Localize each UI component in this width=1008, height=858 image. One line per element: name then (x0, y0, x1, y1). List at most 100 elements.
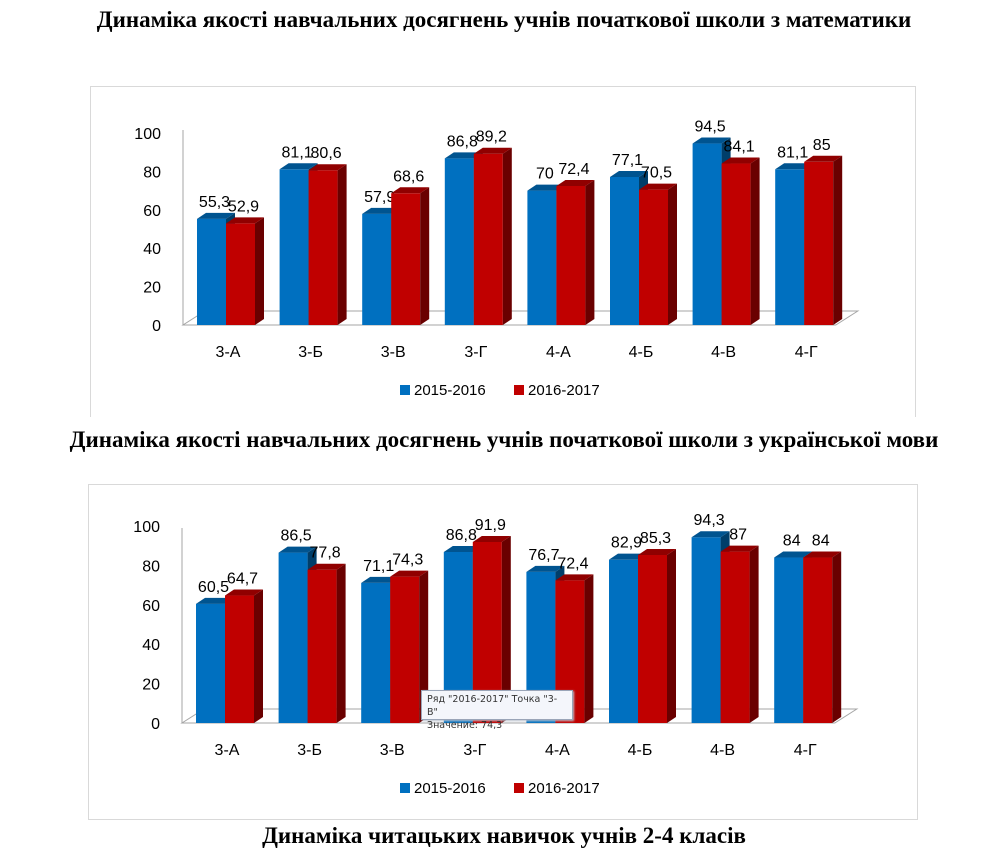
data-label: 76,7 (528, 547, 559, 564)
bar-top (555, 574, 594, 581)
bar-top (527, 184, 566, 191)
bar-top (391, 187, 430, 194)
bar-front (473, 153, 503, 325)
bar-4-А-2016-2017 (555, 574, 594, 723)
bar-3-Б-2016-2017 (308, 164, 347, 325)
data-label: 91,9 (475, 517, 506, 534)
data-label: 81,1 (777, 144, 808, 161)
bar-front (639, 189, 668, 325)
legend-swatch (514, 385, 524, 395)
data-label: 72,4 (557, 555, 588, 572)
bar-side (336, 563, 346, 723)
data-label: 52,9 (228, 198, 259, 215)
bar-4-В-2016-2017 (720, 545, 759, 723)
data-label: 77,8 (310, 545, 341, 562)
y-tick-label: 40 (143, 241, 161, 258)
x-tick-label: 3-Г (463, 742, 486, 759)
bar-top (361, 576, 400, 583)
bar-side (337, 164, 347, 325)
data-label: 60,5 (198, 579, 229, 596)
bar-front (197, 218, 226, 325)
data-label: 68,6 (393, 168, 424, 185)
bar-side (420, 187, 430, 325)
data-label: 57,9 (364, 189, 395, 206)
bar-top (804, 155, 843, 162)
bar-top (278, 546, 317, 553)
legend-label: 2016-2017 (528, 382, 600, 399)
bar-front (556, 185, 586, 325)
bar-front (361, 582, 391, 723)
bar-side (832, 551, 842, 723)
bar-front (278, 552, 308, 723)
chart-1-heading: Динаміка якості навчальних досягнень учн… (96, 7, 912, 32)
data-label: 77,1 (612, 152, 643, 169)
bar-4-Б-2016-2017 (639, 183, 677, 325)
bar-side (584, 574, 594, 723)
bar-front (803, 557, 833, 723)
bar-front (775, 169, 805, 325)
chart-2-plot[interactable]: 0 20 40 60 80 100 60,564,7 3-А 86,577,8 3-Б 71,174… (133, 512, 859, 797)
legend-swatch (514, 783, 524, 793)
data-label: 70 (536, 166, 554, 183)
x-tick-label: 3-В (380, 742, 405, 759)
bar-top (691, 531, 730, 538)
bar-side (501, 535, 511, 723)
bar-3-А-2016-2017 (226, 217, 264, 325)
bar-top (197, 212, 235, 219)
bar-top (803, 551, 842, 558)
y-tick-label: 20 (143, 280, 161, 297)
bar-4-А-2016-2017 (556, 179, 595, 325)
chart-1-plot[interactable]: 02040608010055,352,93-А81,180,63-Б57,968… (134, 119, 860, 399)
bar-top (443, 546, 482, 553)
x-tick-label: 4-Г (795, 344, 818, 361)
bar-top (225, 589, 263, 596)
bar-top (526, 565, 565, 572)
x-tick-label: 3-Б (297, 742, 322, 759)
bar-front (691, 537, 721, 723)
bar-top (721, 157, 760, 164)
y-tick-label: 80 (142, 558, 160, 575)
bar-front (610, 176, 639, 325)
x-tick-label: 4-А (546, 344, 571, 361)
bar-front (638, 554, 667, 723)
bar-top (610, 170, 648, 177)
data-label: 72,4 (558, 161, 589, 178)
x-tick-label: 4-Б (629, 344, 654, 361)
bar-top (775, 163, 814, 170)
y-tick-label: 100 (134, 126, 161, 143)
x-tick-label: 3-Г (464, 344, 487, 361)
data-label: 86,8 (447, 133, 478, 150)
bar-top (308, 164, 347, 171)
data-label: 82,9 (611, 535, 642, 552)
y-tick-label: 80 (143, 164, 161, 181)
bar-top (307, 563, 346, 570)
x-tick-label: 3-Б (298, 344, 323, 361)
legend-swatch (400, 783, 410, 793)
bar-front (362, 213, 392, 325)
bar-front (774, 557, 804, 723)
bar-side (668, 183, 677, 325)
bar-front (720, 551, 750, 723)
data-label: 84 (812, 533, 830, 550)
bar-3-В-2016-2017 (391, 187, 430, 325)
data-label: 55,3 (199, 194, 230, 211)
bar-4-Б-2016-2017 (638, 548, 676, 723)
bar-top (390, 570, 429, 577)
bar-front (609, 559, 638, 723)
bar-side (833, 155, 843, 325)
bar-side (419, 570, 429, 723)
bar-front (390, 576, 420, 723)
bar-3-Г-2016-2017 (473, 147, 512, 325)
y-tick-label: 0 (152, 318, 161, 335)
bar-front (308, 170, 338, 325)
legend-swatch (400, 385, 410, 395)
y-tick-label: 60 (143, 203, 161, 220)
tooltip-value: Значение: 74,3 (427, 720, 503, 731)
bar-top (774, 551, 813, 558)
x-tick-label: 4-Г (794, 742, 817, 759)
y-tick-label: 40 (142, 637, 160, 654)
data-label: 64,7 (227, 571, 258, 588)
bar-top (609, 553, 647, 560)
y-tick-label: 100 (133, 519, 160, 536)
bar-3-Б-2016-2017 (307, 563, 346, 723)
